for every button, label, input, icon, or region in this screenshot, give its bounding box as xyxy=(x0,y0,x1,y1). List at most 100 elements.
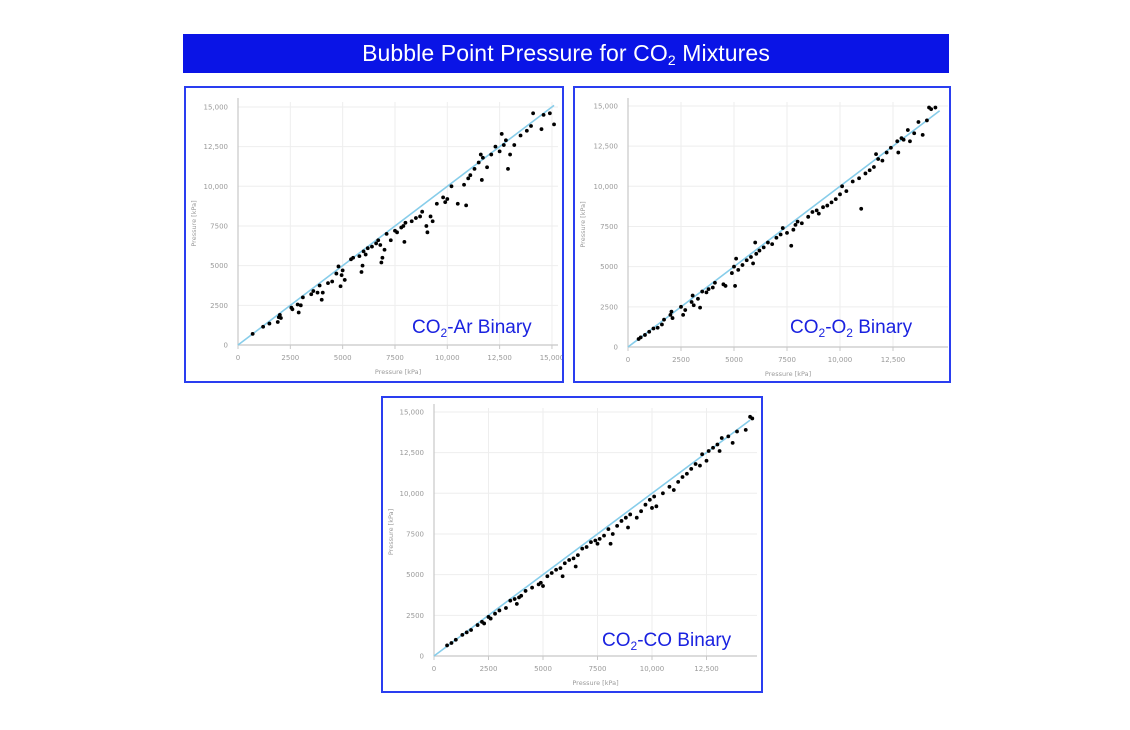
data-point xyxy=(489,152,494,157)
data-point xyxy=(267,321,272,326)
figure-title-banner: Bubble Point Pressure for CO2 Mixtures xyxy=(183,34,949,73)
data-point xyxy=(791,227,796,232)
y-tick-label: 2500 xyxy=(406,612,424,620)
data-point xyxy=(757,248,762,253)
y-tick-label: 5000 xyxy=(600,263,618,271)
x-axis-title: Pressure [kPa] xyxy=(765,370,811,378)
data-point xyxy=(593,538,598,543)
x-axis-title: Pressure [kPa] xyxy=(375,368,421,376)
x-tick-label: 0 xyxy=(236,354,240,362)
data-point xyxy=(479,178,484,182)
y-axis-title: Pressure [kPa] xyxy=(387,509,395,555)
reference-line-y-equals-x xyxy=(237,104,555,346)
data-point xyxy=(531,111,536,116)
data-point xyxy=(541,112,546,117)
data-point xyxy=(655,325,660,330)
y-tick-label: 7500 xyxy=(406,530,424,538)
data-point xyxy=(676,480,681,484)
x-tick-label: 5000 xyxy=(725,356,743,364)
data-point xyxy=(554,567,558,572)
data-point xyxy=(261,324,266,329)
y-tick-label: 5000 xyxy=(406,571,424,579)
data-point xyxy=(506,166,510,171)
data-point xyxy=(360,263,365,268)
data-point xyxy=(469,628,473,632)
data-point xyxy=(696,296,700,301)
data-point xyxy=(639,509,643,514)
data-point xyxy=(785,231,789,235)
data-point xyxy=(339,273,344,278)
data-point xyxy=(825,203,830,208)
y-tick-label: 0 xyxy=(224,342,228,350)
chart-panel-co2-ar: 0 2500 5000 7500 10,000 12,500 15,000 0 2500 5000… xyxy=(184,86,564,383)
series-label-co2-co: CO2-CO Binary xyxy=(602,630,732,653)
data-point xyxy=(606,527,611,531)
data-point xyxy=(464,630,469,635)
x-tick-label: 7500 xyxy=(386,354,404,362)
data-point xyxy=(518,133,523,138)
data-point xyxy=(315,290,320,295)
data-point xyxy=(580,546,585,551)
data-point xyxy=(365,246,370,251)
data-point xyxy=(541,584,545,588)
data-point xyxy=(538,580,543,585)
data-point xyxy=(395,230,399,235)
data-point xyxy=(908,139,912,144)
data-point xyxy=(733,284,737,288)
data-point xyxy=(279,316,283,320)
data-point xyxy=(668,312,673,317)
x-tick-label: 5000 xyxy=(534,665,552,673)
data-point xyxy=(602,533,606,538)
data-point xyxy=(717,449,722,453)
y-tick-label: 7500 xyxy=(210,222,228,230)
data-point xyxy=(669,309,674,314)
data-point xyxy=(420,209,425,214)
data-point xyxy=(850,179,855,184)
data-point xyxy=(761,245,766,250)
data-point xyxy=(706,449,711,453)
data-point xyxy=(428,214,433,219)
data-point xyxy=(499,132,504,136)
x-tick-label: 12,500 xyxy=(881,356,906,364)
data-point xyxy=(829,200,834,205)
data-point xyxy=(735,429,739,434)
data-point xyxy=(654,504,659,509)
x-tick-label: 2500 xyxy=(281,354,299,362)
data-point xyxy=(799,221,804,226)
data-point xyxy=(652,494,657,499)
data-point xyxy=(814,208,819,213)
data-point xyxy=(719,436,724,440)
y-tick-label: 12,500 xyxy=(594,143,619,151)
data-point xyxy=(647,329,652,334)
data-point xyxy=(730,440,735,445)
data-point xyxy=(453,637,458,642)
data-point xyxy=(363,252,368,257)
data-point xyxy=(530,585,534,590)
data-point xyxy=(905,128,910,132)
data-point xyxy=(793,222,798,227)
data-point xyxy=(508,598,513,603)
data-point xyxy=(857,176,861,181)
data-point xyxy=(443,200,448,205)
data-point xyxy=(425,230,430,235)
data-point xyxy=(497,608,502,613)
data-point xyxy=(361,249,366,254)
data-point xyxy=(468,173,473,178)
y-tick-label: 15,000 xyxy=(400,408,425,416)
data-point xyxy=(549,571,554,575)
data-point xyxy=(732,264,736,269)
data-point xyxy=(319,297,324,302)
data-point xyxy=(524,128,529,133)
data-point xyxy=(743,427,748,432)
data-point xyxy=(460,632,465,637)
data-point xyxy=(512,597,517,601)
data-point xyxy=(493,144,498,149)
data-point xyxy=(497,149,502,154)
chart-panel-co2-o2: 0 2500 5000 7500 10,000 12,500 15,000 0 2500 5000… xyxy=(573,86,951,383)
data-point xyxy=(680,475,685,479)
data-point xyxy=(449,184,454,189)
data-point xyxy=(336,264,341,269)
data-point xyxy=(342,278,347,282)
data-point xyxy=(382,247,387,252)
data-point xyxy=(320,290,325,295)
